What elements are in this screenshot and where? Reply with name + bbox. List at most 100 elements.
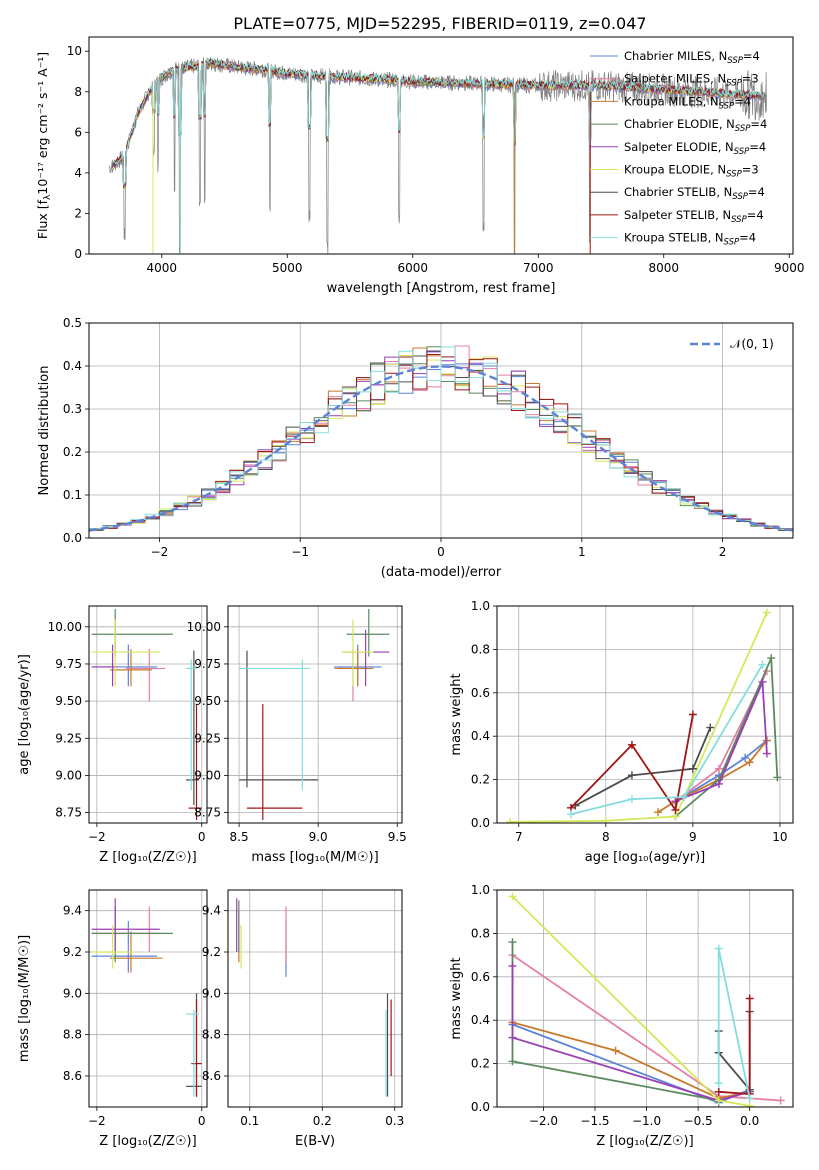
- panel-residuals: −2 −1 0 1 2 0.0 0.1 0.2 0.3 0.4 0.5 𝒩(0, 1) (data-mo…: [37, 316, 794, 580]
- x-tick-label: −2: [88, 1114, 106, 1128]
- error-point-3: [91, 906, 173, 963]
- x-tick-label: 8.5: [230, 830, 249, 844]
- series-line: [675, 681, 768, 803]
- legend-subscript: SSP: [732, 192, 748, 202]
- histogram-8: [89, 346, 793, 530]
- error-point-6: [239, 650, 319, 788]
- x-tick-label: 0: [198, 1114, 206, 1128]
- error-point-2: [109, 649, 152, 687]
- error-point-8: [239, 659, 311, 791]
- x-tick-label: 2: [719, 545, 727, 559]
- legend-entry: Kroupa STELIB, NSSP=4: [624, 231, 756, 248]
- series-marker: [508, 892, 517, 901]
- series-line: [510, 612, 768, 823]
- y-tick-label: 9.4: [63, 904, 82, 918]
- series-marker: [654, 808, 663, 817]
- legend-subscript: SSP: [735, 124, 751, 134]
- y-tick-label: 0: [74, 247, 82, 261]
- plot-area: [108, 57, 767, 254]
- y-tick-label: 0.2: [471, 1057, 490, 1071]
- x-tick-label: −1.5: [580, 1114, 609, 1128]
- legend-entry: Kroupa ELODIE, NSSP=3: [624, 163, 759, 180]
- series-marker: [745, 1101, 754, 1107]
- normal-curve: [89, 365, 793, 532]
- series-8: [714, 944, 754, 1103]
- series-marker: [601, 816, 610, 823]
- legend-suffix: =4: [734, 94, 751, 108]
- y-tick-label: 9.4: [202, 904, 221, 918]
- legend-text: Chabrier MILES, N: [624, 49, 727, 63]
- series-3: [508, 938, 723, 1105]
- series-marker: [758, 677, 767, 686]
- x-tick-label: 0: [437, 545, 445, 559]
- x-tick-label: −2.0: [529, 1114, 558, 1128]
- legend-subscript: SSP: [724, 238, 740, 248]
- plot-area: [89, 345, 793, 532]
- y-tick-label: 9.0: [202, 986, 221, 1000]
- y-tick-label: 0.2: [471, 773, 490, 787]
- ylabel-post: 10⁻¹⁷ erg cm⁻² s⁻¹ A⁻¹]: [35, 52, 50, 195]
- series-marker: [773, 773, 782, 782]
- x-tick-label: 9.0: [309, 830, 328, 844]
- legend-text: Salpeter STELIB, N: [624, 208, 731, 222]
- series-marker: [758, 660, 767, 669]
- x-tick-label: 0.3: [385, 1114, 404, 1128]
- series-marker: [745, 1094, 754, 1103]
- panel-mass-vs-EBV: 0.1 0.2 0.3 8.6 8.8 9.0 9.2 9.4 E(B-V): [202, 889, 404, 1149]
- axes-frame: [88, 322, 794, 539]
- error-point-4: [91, 898, 160, 952]
- y-tick-label: 10.00: [187, 620, 221, 634]
- series-line: [512, 1021, 750, 1100]
- y-tick-label: 8.8: [202, 1028, 221, 1042]
- x-tick-label: 5000: [272, 261, 303, 275]
- series-marker: [714, 944, 723, 953]
- legend-entry: Salpeter MILES, NSSP=3: [624, 72, 759, 89]
- y-tick-label: 0.8: [471, 926, 490, 940]
- y-tick-label: 9.25: [55, 731, 82, 745]
- axes-frame: [496, 605, 794, 824]
- plot-area: [91, 898, 202, 1097]
- axes-frame: [496, 889, 794, 1108]
- legend-text: Chabrier STELIB, N: [624, 185, 732, 199]
- series-4: [671, 677, 771, 806]
- y-tick-label: 0.3: [63, 402, 82, 416]
- y-axis-label: Flux [fλ10⁻¹⁷ erg cm⁻² s⁻¹ A⁻¹]: [35, 52, 53, 239]
- series-line: [570, 714, 694, 813]
- y-tick-label: 9.75: [194, 657, 221, 671]
- panel-weight-vs-Z: −2.0 −1.5 −1.0 −0.5 0.0 0.0 0.2 0.4 0.6 0.8 1.0 Z […: [449, 883, 794, 1149]
- x-axis-label: E(B-V): [295, 1134, 335, 1149]
- series-marker: [714, 1087, 723, 1096]
- series-5: [508, 892, 754, 1107]
- y-tick-label: 9.75: [55, 657, 82, 671]
- legend-entry: Salpeter ELODIE, NSSP=4: [624, 140, 766, 157]
- legend-text: Chabrier ELODIE, N: [624, 117, 735, 131]
- x-tick-label: 8: [602, 830, 610, 844]
- legend-subscript: SSP: [727, 56, 743, 66]
- series-line: [675, 739, 768, 803]
- series-marker: [627, 771, 636, 780]
- x-tick-label: 10: [772, 830, 787, 844]
- x-tick-label: 0: [198, 830, 206, 844]
- series-line: [717, 948, 751, 1099]
- x-tick-label: 7000: [523, 261, 554, 275]
- series-line: [574, 727, 712, 807]
- series-marker: [688, 710, 697, 719]
- x-axis-label: mass [log₁₀(M/M☉)]: [251, 850, 378, 865]
- legend-entry: Chabrier ELODIE, NSSP=4: [624, 117, 767, 134]
- error-point-7: [246, 704, 303, 821]
- legend-suffix: =4: [739, 231, 756, 245]
- error-point-1: [125, 649, 166, 702]
- series-marker: [508, 1057, 517, 1066]
- x-tick-label: 0.1: [240, 1114, 259, 1128]
- y-tick-label: 0.6: [471, 686, 490, 700]
- x-tick-label: 8000: [648, 261, 679, 275]
- series-marker: [706, 723, 715, 732]
- series-marker: [714, 1079, 723, 1088]
- series-marker: [688, 764, 697, 773]
- y-tick-label: 0.4: [63, 359, 82, 373]
- x-axis-label: age [log₁₀(age/yr)]: [585, 850, 706, 865]
- panel-age-vs-Z: −2 0 8.75 9.00 9.25 9.50 9.75 10.00 Z [log₁₀(Z/Z…: [17, 605, 208, 865]
- x-tick-label: 9: [689, 830, 697, 844]
